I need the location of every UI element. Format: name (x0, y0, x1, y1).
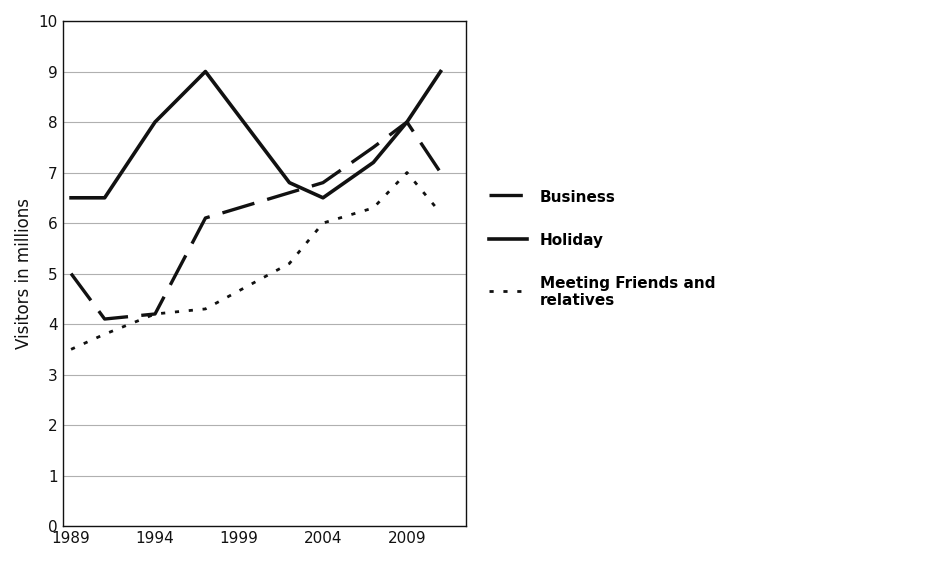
Holiday (402, 119, 413, 126)
Meeting Friends and
relatives (150, 311, 161, 318)
Legend: Business, Holiday, Meeting Friends and
relatives: Business, Holiday, Meeting Friends and r… (482, 181, 723, 316)
Meeting Friends and
relatives (317, 220, 328, 227)
Meeting Friends and
relatives (65, 346, 76, 353)
Holiday (150, 119, 161, 126)
Business (100, 316, 111, 323)
Line: Holiday: Holiday (71, 71, 441, 198)
Holiday (284, 180, 295, 186)
Holiday (65, 195, 76, 201)
Line: Business: Business (71, 122, 441, 319)
Holiday (317, 195, 328, 201)
Y-axis label: Visitors in millions: Visitors in millions (15, 198, 33, 349)
Meeting Friends and
relatives (402, 169, 413, 176)
Meeting Friends and
relatives (367, 205, 379, 211)
Holiday (435, 68, 446, 75)
Business (284, 190, 295, 196)
Business (150, 311, 161, 318)
Business (367, 144, 379, 151)
Business (200, 215, 211, 222)
Business (402, 119, 413, 126)
Holiday (367, 159, 379, 166)
Business (435, 169, 446, 176)
Line: Meeting Friends and
relatives: Meeting Friends and relatives (71, 173, 441, 350)
Business (317, 180, 328, 186)
Meeting Friends and
relatives (284, 260, 295, 267)
Meeting Friends and
relatives (100, 331, 111, 338)
Meeting Friends and
relatives (200, 306, 211, 312)
Holiday (200, 68, 211, 75)
Meeting Friends and
relatives (435, 210, 446, 217)
Business (65, 270, 76, 277)
Holiday (100, 195, 111, 201)
